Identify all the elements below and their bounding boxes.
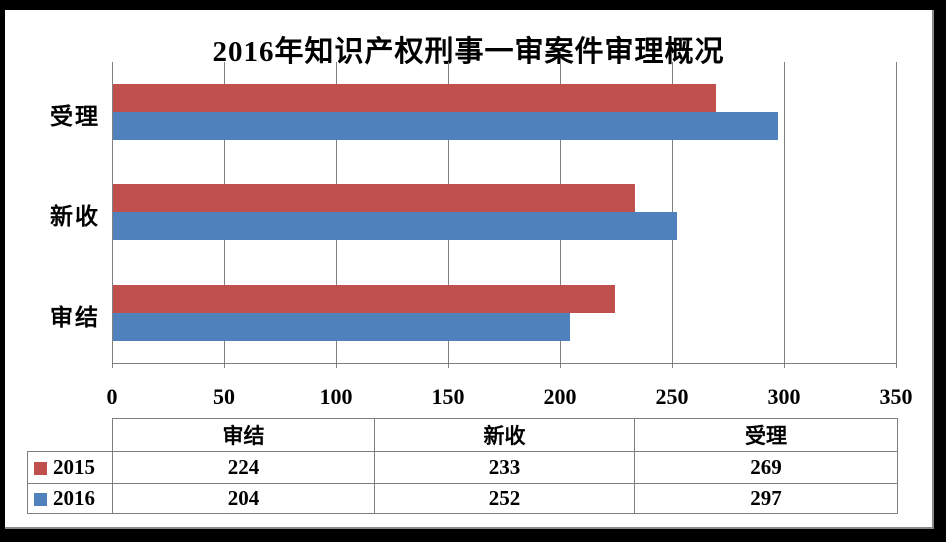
legend-cell-2016: 2016 (27, 483, 113, 514)
table-row-2015: 2015 224 233 269 (27, 451, 898, 484)
bar-2015-shouli (113, 84, 716, 112)
table-header-xinshou: 新收 (374, 418, 635, 452)
cell-2015-shouli: 269 (634, 451, 898, 484)
legend-label-2015: 2015 (53, 455, 95, 479)
chart-panel: 2016年知识产权刑事一审案件审理概况 受理 新收 审结 0 50 100 15… (5, 10, 934, 529)
chart-title: 2016年知识产权刑事一审案件审理概况 (212, 36, 725, 68)
y-axis-label-shouli: 受理 (50, 104, 100, 129)
x-tick-350: 350 (879, 384, 913, 409)
x-axis-line (112, 363, 897, 364)
cell-2016-xinshou: 252 (374, 483, 635, 514)
gridline-300 (784, 62, 785, 368)
x-tick-200: 200 (543, 384, 577, 409)
gridline-350 (896, 62, 897, 368)
legend-cell-2015: 2015 (27, 451, 113, 484)
bar-2016-shenjie (113, 313, 570, 341)
cell-2015-shenjie: 224 (112, 451, 375, 484)
x-tick-150: 150 (431, 384, 465, 409)
bar-2015-xinshou (113, 184, 635, 212)
data-table: 审结 新收 受理 2015 224 233 269 2016 204 252 2… (27, 418, 898, 514)
y-axis-label-xinshou: 新收 (50, 204, 100, 229)
x-tick-100: 100 (319, 384, 353, 409)
table-corner-cell (28, 419, 113, 452)
bar-2015-shenjie (113, 285, 615, 313)
legend-swatch-2016 (34, 493, 47, 506)
cell-2016-shouli: 297 (634, 483, 898, 514)
plot-area (112, 62, 897, 368)
table-header-row: 审结 新收 受理 (28, 418, 898, 452)
table-header-shouli: 受理 (634, 418, 898, 452)
x-tick-250: 250 (655, 384, 689, 409)
cell-2015-xinshou: 233 (374, 451, 635, 484)
legend-swatch-2015 (34, 462, 47, 475)
bar-2016-xinshou (113, 212, 678, 240)
table-header-shenjie: 审结 (112, 418, 375, 452)
x-tick-0: 0 (106, 384, 118, 409)
legend-label-2016: 2016 (53, 486, 95, 510)
gridline-0 (112, 62, 113, 368)
bar-2016-shouli (113, 112, 779, 140)
y-axis-label-shenjie: 审结 (50, 305, 100, 330)
table-row-2016: 2016 204 252 297 (27, 483, 898, 514)
cell-2016-shenjie: 204 (112, 483, 375, 514)
x-tick-50: 50 (213, 384, 235, 409)
x-tick-300: 300 (767, 384, 801, 409)
